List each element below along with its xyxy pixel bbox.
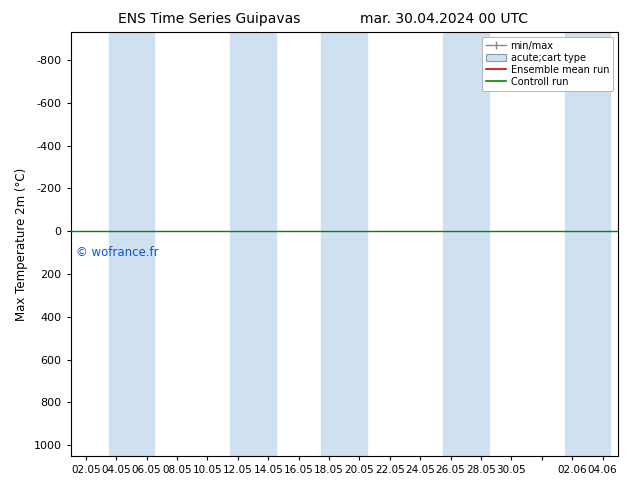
- Text: mar. 30.04.2024 00 UTC: mar. 30.04.2024 00 UTC: [360, 12, 527, 26]
- Y-axis label: Max Temperature 2m (°C): Max Temperature 2m (°C): [15, 168, 28, 320]
- Text: © wofrance.fr: © wofrance.fr: [76, 246, 158, 259]
- Bar: [108, 32, 154, 456]
- Bar: [565, 32, 611, 456]
- Text: ENS Time Series Guipavas: ENS Time Series Guipavas: [118, 12, 301, 26]
- Bar: [230, 32, 276, 456]
- Bar: [321, 32, 367, 456]
- Bar: [443, 32, 489, 456]
- Legend: min/max, acute;cart type, Ensemble mean run, Controll run: min/max, acute;cart type, Ensemble mean …: [482, 37, 613, 91]
